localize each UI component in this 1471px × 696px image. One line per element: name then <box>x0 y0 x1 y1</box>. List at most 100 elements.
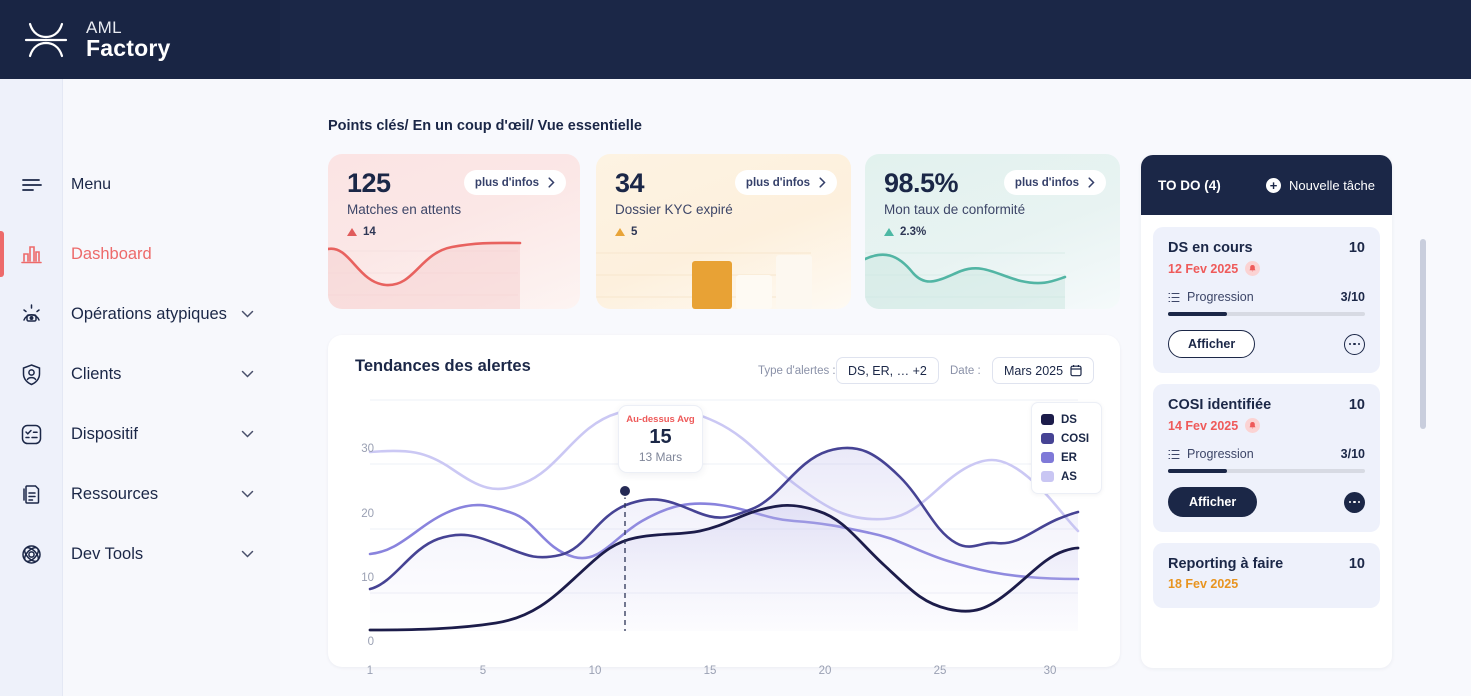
x-tick: 5 <box>479 665 487 677</box>
x-tick: 10 <box>588 665 602 677</box>
legend-label: DS <box>1061 413 1077 426</box>
checklist-icon <box>0 422 63 447</box>
todo-header: TO DO (4) + Nouvelle tâche <box>1141 155 1392 215</box>
kpi-more-info-label: plus d'infos <box>1014 176 1079 189</box>
legend-item[interactable]: DS <box>1041 410 1101 429</box>
main-scrollbar-thumb[interactable] <box>1420 239 1426 429</box>
calendar-icon <box>1070 365 1082 377</box>
chart-tooltip: Au-dessus Avg 15 13 Mars <box>618 405 703 473</box>
sidebar-item-dev-tools[interactable]: Dev Tools <box>0 529 280 579</box>
task-card[interactable]: Reporting à faire 10 18 Fev 2025 <box>1153 543 1380 608</box>
legend-label: COSI <box>1061 432 1090 445</box>
sidebar-icon-rail <box>0 79 63 696</box>
task-header: Reporting à faire 10 <box>1168 556 1365 572</box>
more-dots-icon[interactable] <box>1344 333 1365 355</box>
brand-line-2: Factory <box>86 35 171 62</box>
legend-swatch-ds <box>1041 414 1054 425</box>
x-tick: 1 <box>366 665 374 677</box>
task-header: COSI identifiée 10 <box>1168 397 1365 413</box>
kpi-card-matches[interactable]: 125 Matches en attents 14 plus d'infos <box>328 154 580 309</box>
kpi-card-kyc[interactable]: 34 Dossier KYC expiré 5 plus d'infos <box>596 154 851 309</box>
task-progress-label-group: Progression <box>1168 447 1254 461</box>
sidebar-item-dispositif[interactable]: Dispositif <box>0 409 280 459</box>
task-show-button[interactable]: Afficher <box>1168 487 1258 517</box>
tooltip-caption: Au-dessus Avg <box>626 414 695 425</box>
task-header: DS en cours 10 <box>1168 240 1365 256</box>
triangle-up-icon <box>884 228 894 236</box>
task-progress-bar <box>1168 469 1365 473</box>
kpi-more-info-button[interactable]: plus d'infos <box>1003 170 1106 195</box>
kpi-label: Dossier KYC expiré <box>615 202 733 217</box>
date-value: Mars 2025 <box>1004 363 1064 378</box>
kpi-value: 34 <box>615 168 645 198</box>
chevron-right-icon <box>819 177 826 188</box>
legend-swatch-cosi <box>1041 433 1054 444</box>
task-progress-value: 3/10 <box>1340 447 1365 461</box>
user-shield-icon <box>0 362 63 387</box>
task-date-text: 14 Fev 2025 <box>1168 418 1239 433</box>
tooltip-date: 13 Mars <box>638 450 683 464</box>
chevron-right-icon <box>1088 177 1095 188</box>
sidebar-item-ressources[interactable]: Ressources <box>0 469 280 519</box>
task-card[interactable]: COSI identifiée 10 14 Fev 2025 <box>1153 384 1380 532</box>
task-date-text: 12 Fev 2025 <box>1168 261 1239 276</box>
list-icon <box>1168 449 1180 459</box>
list-icon <box>1168 292 1180 302</box>
sparkline-kyc <box>596 252 812 309</box>
kpi-more-info-label: plus d'infos <box>745 176 810 189</box>
chevron-down-icon[interactable] <box>241 425 254 443</box>
sidebar-item-label: Clients <box>71 364 122 383</box>
kpi-more-info-button[interactable]: plus d'infos <box>463 170 566 195</box>
legend-item[interactable]: COSI <box>1041 429 1101 448</box>
chevron-down-icon[interactable] <box>241 485 254 503</box>
sparkline-conformite <box>865 252 1067 309</box>
sidebar-menu-header[interactable]: Menu <box>0 165 280 205</box>
todo-title: TO DO (4) <box>1158 177 1221 193</box>
task-date: 12 Fev 2025 <box>1168 261 1365 276</box>
kpi-delta: 2.3% <box>884 226 926 238</box>
legend-swatch-as <box>1041 471 1054 482</box>
kpi-delta-value: 5 <box>631 226 638 238</box>
task-name: DS en cours <box>1168 240 1253 256</box>
legend-item[interactable]: AS <box>1041 467 1101 486</box>
alert-type-select[interactable]: DS, ER, … +2 <box>836 357 939 384</box>
task-card[interactable]: DS en cours 10 12 Fev 2025 <box>1153 227 1380 373</box>
legend-swatch-er <box>1041 452 1054 463</box>
legend-item[interactable]: ER <box>1041 448 1101 467</box>
triangle-up-icon <box>347 228 357 236</box>
todo-panel: TO DO (4) + Nouvelle tâche DS en cours 1… <box>1141 155 1392 668</box>
brand-line-1: AML <box>86 17 122 37</box>
task-progress-bar <box>1168 312 1365 316</box>
task-show-button[interactable]: Afficher <box>1168 330 1256 358</box>
sidebar-item-operations-atypiques[interactable]: Opérations atypiques <box>0 289 280 339</box>
todo-list: DS en cours 10 12 Fev 2025 <box>1141 215 1392 608</box>
date-label: Date : <box>950 365 981 377</box>
chevron-down-icon[interactable] <box>241 365 254 383</box>
kpi-label: Mon taux de conformité <box>884 202 1026 217</box>
sidebar-item-label: Dashboard <box>71 244 152 263</box>
brand-logo[interactable]: AML Factory <box>0 0 280 79</box>
chart-legend: DS COSI ER AS <box>1031 402 1102 494</box>
plus-circle-icon: + <box>1266 177 1281 193</box>
kpi-more-info-label: plus d'infos <box>474 176 539 189</box>
date-select[interactable]: Mars 2025 <box>992 357 1095 384</box>
task-progress-value: 3/10 <box>1340 290 1365 304</box>
menu-lines-icon <box>0 177 63 193</box>
alert-gauge-icon <box>0 302 63 327</box>
bell-icon <box>1245 261 1261 276</box>
chevron-down-icon[interactable] <box>241 305 254 323</box>
kpi-more-info-button[interactable]: plus d'infos <box>734 170 837 195</box>
chevron-down-icon[interactable] <box>241 545 254 563</box>
more-dots-icon[interactable] <box>1344 491 1365 513</box>
top-bar: AML Factory <box>0 0 1471 79</box>
kpi-card-conformite[interactable]: 98.5% Mon taux de conformité 2.3% plus d… <box>865 154 1120 309</box>
sparkline-matches <box>328 241 522 309</box>
task-name: COSI identifiée <box>1168 397 1272 413</box>
sidebar-item-dashboard[interactable]: Dashboard <box>0 229 280 279</box>
sidebar-item-clients[interactable]: Clients <box>0 349 280 399</box>
task-count: 10 <box>1348 397 1365 413</box>
alert-type-value: DS, ER, … +2 <box>848 363 927 378</box>
new-task-button[interactable]: + Nouvelle tâche <box>1266 177 1375 193</box>
y-tick: 30 <box>361 443 374 455</box>
